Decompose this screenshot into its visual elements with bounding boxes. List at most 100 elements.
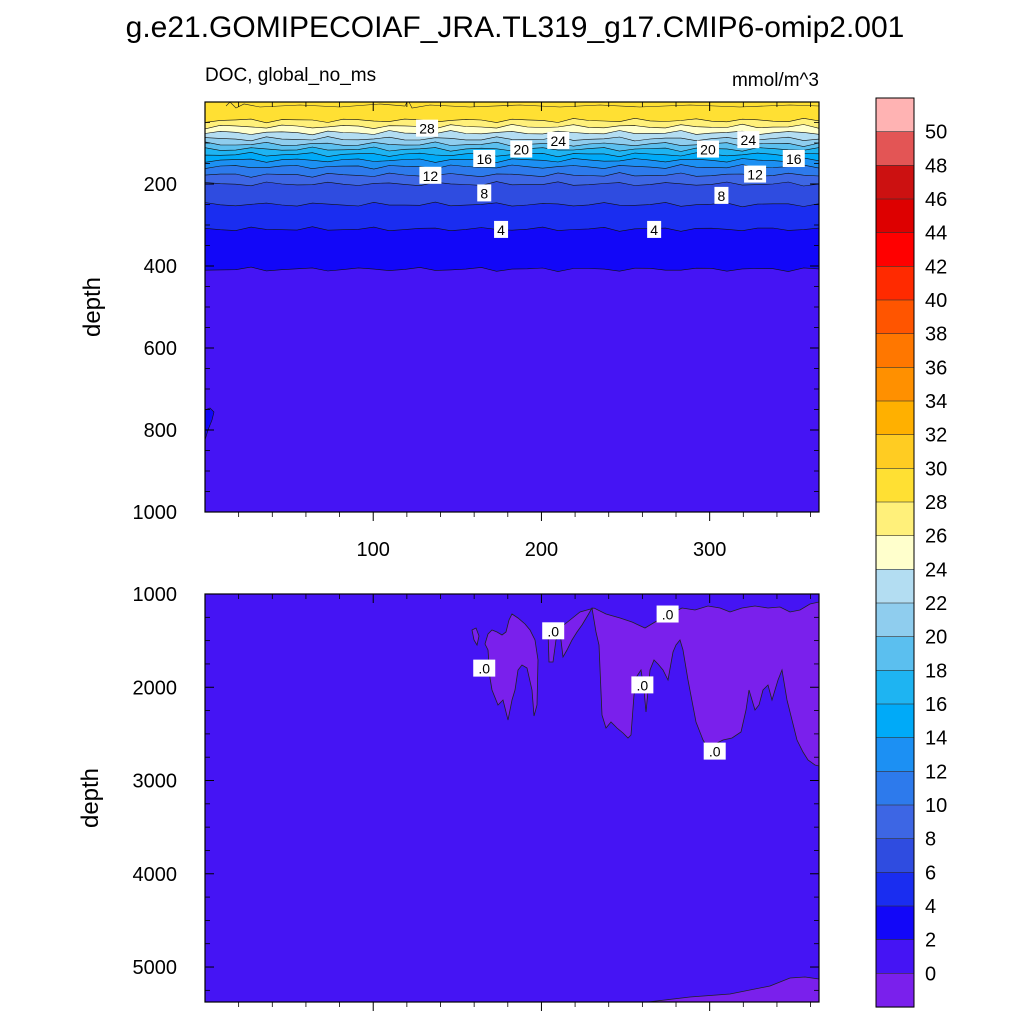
contour-label-text: 16 xyxy=(476,151,492,167)
contour-label-text: 4 xyxy=(650,222,658,238)
colorbar-swatch xyxy=(875,703,915,739)
colorbar-label: 46 xyxy=(925,189,947,211)
contour-label-text: 24 xyxy=(741,132,757,148)
surface-contour xyxy=(225,102,819,109)
negative-region-main xyxy=(547,601,819,767)
contour-label-text: .0 xyxy=(547,623,559,639)
colorbar-label: 14 xyxy=(925,728,947,750)
colorbar-swatch xyxy=(875,939,915,974)
contour-label: 8 xyxy=(477,184,492,202)
contour-label-text: 24 xyxy=(550,133,566,149)
contour-label: 4 xyxy=(494,220,509,238)
colorbar-swatch xyxy=(875,97,915,133)
contour-label: .0 xyxy=(703,742,726,760)
colorbar-swatch xyxy=(875,636,915,671)
contour-layer-edge xyxy=(205,407,215,441)
colorbar-label: 22 xyxy=(925,593,947,615)
lower-panel: .0 .0 .0 .0 .0 1000 2000 3000 4000 5000 depth xyxy=(77,584,820,1011)
contour-label-text: 28 xyxy=(419,121,435,137)
contour-label: .0 xyxy=(656,605,679,623)
colorbar-label: 36 xyxy=(925,357,947,379)
colorbar-label: 32 xyxy=(925,425,947,447)
contour-label: .0 xyxy=(473,659,496,677)
colorbar-swatch xyxy=(875,232,915,267)
colorbar-swatch xyxy=(875,771,915,806)
colorbar-swatch xyxy=(875,434,915,469)
y-tick-label: 1000 xyxy=(133,584,178,606)
contour-layer xyxy=(205,181,819,209)
colorbar-label: 48 xyxy=(925,155,947,177)
contour-label-text: 8 xyxy=(480,185,488,201)
colorbar-label: 0 xyxy=(925,963,936,985)
contour-label-text: .0 xyxy=(662,607,674,623)
colorbar-swatch xyxy=(875,131,915,166)
contour-label: 20 xyxy=(510,140,533,158)
contour-label-text: 12 xyxy=(423,168,439,184)
contour-layer xyxy=(205,201,819,234)
contour-label: 16 xyxy=(473,149,496,167)
contour-label-text: .0 xyxy=(637,677,649,693)
contour-label-text: 8 xyxy=(718,188,726,204)
colorbar-label: 38 xyxy=(925,324,947,346)
contour-label: 8 xyxy=(714,186,729,204)
lower-plot-frame xyxy=(204,593,820,1003)
contour-label: 12 xyxy=(419,166,442,184)
negative-region-left xyxy=(484,613,539,721)
y-tick-label: 800 xyxy=(144,420,177,442)
colorbar-swatch xyxy=(875,602,915,638)
contour-label: 16 xyxy=(782,149,805,167)
colorbar-swatch xyxy=(875,198,915,234)
colorbar-label: 50 xyxy=(925,122,947,144)
contour-label: 20 xyxy=(696,140,719,158)
colorbar-label: 12 xyxy=(925,761,947,783)
colorbar-label: 42 xyxy=(925,256,947,278)
colorbar-swatch xyxy=(875,838,915,873)
contour-label-text: 12 xyxy=(747,167,763,183)
upper-contour-labels: 28 24 24 20 20 16 16 12 12 8 8 4 4 xyxy=(416,119,805,238)
colorbar-swatch xyxy=(875,670,915,705)
colorbar-label: 18 xyxy=(925,660,947,682)
colorbar-swatch xyxy=(875,804,915,840)
upper-y-axis-label: depth xyxy=(79,277,106,337)
colorbar-label: 26 xyxy=(925,526,947,548)
colorbar-swatch xyxy=(875,872,915,907)
contour-label-text: .0 xyxy=(709,744,721,760)
colorbar-swatch xyxy=(875,333,915,368)
colorbar-label: 6 xyxy=(925,862,936,884)
colorbar-frame xyxy=(875,97,915,1008)
contour-label: 28 xyxy=(416,119,439,137)
contour-label: .0 xyxy=(542,622,565,640)
contour-label: 12 xyxy=(744,165,767,183)
y-tick-label: 200 xyxy=(144,174,177,196)
colorbar-swatch xyxy=(875,400,915,436)
x-tick-label: 200 xyxy=(525,539,558,561)
upper-axis-ticks: 100 200 300 200 400 600 800 1000 xyxy=(133,101,819,561)
colorbar-label: 8 xyxy=(925,829,936,851)
colorbar: 5048464442403836343230282624222018161412… xyxy=(875,97,947,1008)
contour-label-text: 4 xyxy=(497,222,505,238)
lower-y-axis-label: depth xyxy=(77,768,104,828)
colorbar-label: 20 xyxy=(925,627,947,649)
lower-contour-labels: .0 .0 .0 .0 .0 xyxy=(473,605,726,760)
contour-label-text: .0 xyxy=(478,661,490,677)
contour-label: .0 xyxy=(631,676,654,694)
lower-axis-ticks: 1000 2000 3000 4000 5000 xyxy=(133,584,819,1011)
colorbar-swatch xyxy=(875,501,915,537)
contour-label: 24 xyxy=(547,131,570,149)
colorbar-swatch xyxy=(875,737,915,772)
colorbar-label: 40 xyxy=(925,290,947,312)
contour-label-text: 20 xyxy=(700,142,716,158)
y-tick-label: 2000 xyxy=(133,677,178,699)
contour-layer xyxy=(205,226,819,274)
colorbar-swatch xyxy=(875,569,915,604)
colorbar-label: 16 xyxy=(925,694,947,716)
subtitle-left: DOC, global_no_ms xyxy=(205,65,376,86)
colorbar-swatch xyxy=(875,468,915,503)
x-tick-label: 100 xyxy=(357,539,390,561)
x-tick-label: 300 xyxy=(693,539,726,561)
lower-contour-fill xyxy=(205,594,819,1002)
y-tick-label: 5000 xyxy=(133,957,178,979)
colorbar-label: 30 xyxy=(925,458,947,480)
